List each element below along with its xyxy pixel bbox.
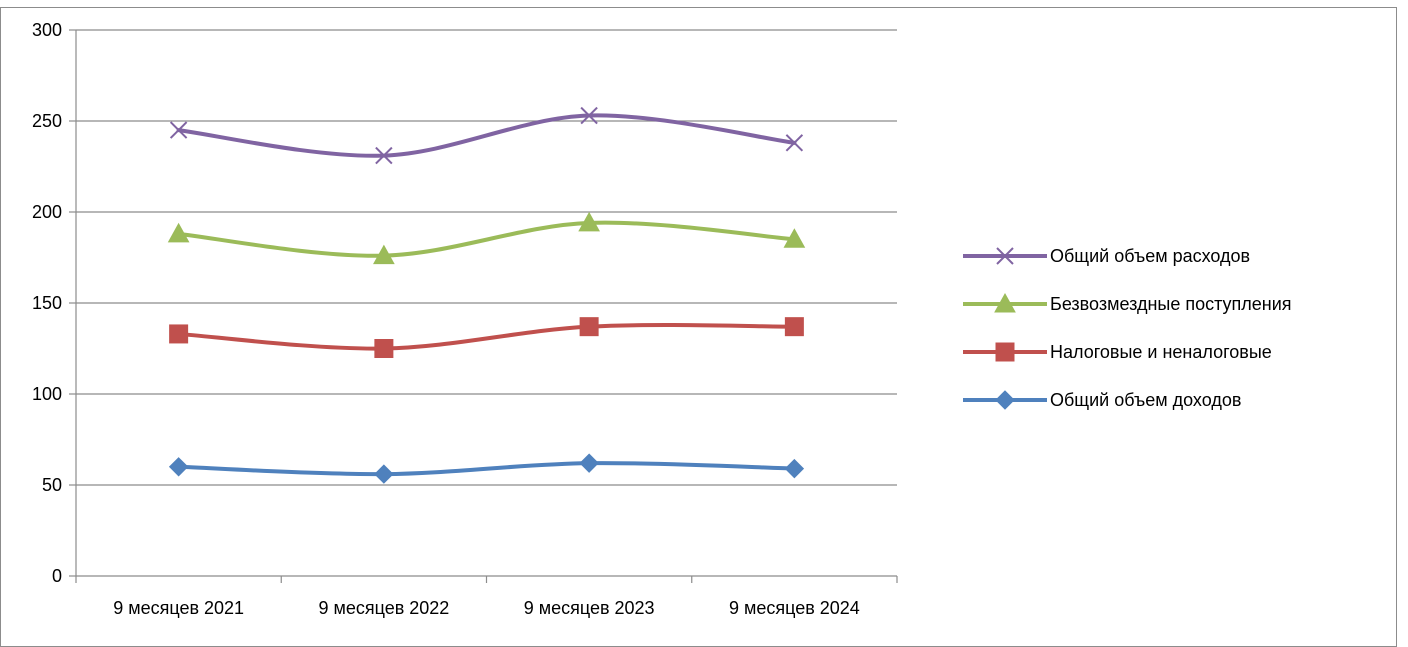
data-point bbox=[784, 458, 805, 479]
y-tick-label: 250 bbox=[32, 111, 62, 131]
y-tick-label: 0 bbox=[52, 566, 62, 586]
series-2 bbox=[169, 317, 804, 358]
legend-label: Общий объем доходов bbox=[1050, 390, 1241, 410]
data-point bbox=[169, 121, 188, 139]
series-line bbox=[176, 220, 797, 258]
y-tick-label: 100 bbox=[32, 384, 62, 404]
data-point bbox=[580, 106, 598, 125]
data-point bbox=[374, 464, 394, 484]
y-tick-label: 150 bbox=[32, 293, 62, 313]
gridlines bbox=[76, 29, 897, 486]
y-tick-label: 200 bbox=[32, 202, 62, 222]
x-tick-label: 9 месяцев 2022 bbox=[318, 598, 449, 618]
y-tick-label: 50 bbox=[42, 475, 62, 495]
data-point bbox=[375, 146, 393, 165]
data-point bbox=[167, 222, 190, 243]
series-0 bbox=[169, 106, 804, 165]
legend-label: Налоговые и неналоговые bbox=[1050, 342, 1272, 362]
legend-marker bbox=[994, 292, 1016, 313]
series-line bbox=[176, 323, 797, 351]
axes: 0 50 100 150 200 250 300 9 месяцев 2021 9 месяце… bbox=[32, 20, 898, 618]
series-line bbox=[176, 113, 797, 158]
data-point bbox=[169, 324, 189, 344]
data-point bbox=[578, 211, 600, 232]
legend-marker bbox=[995, 342, 1015, 362]
x-tick-label: 9 месяцев 2023 bbox=[524, 598, 655, 618]
legend-item: Общий объем расходов bbox=[963, 246, 1250, 266]
data-point bbox=[785, 134, 804, 152]
series-group bbox=[167, 106, 806, 484]
legend-item: Безвозмездные поступления bbox=[963, 292, 1292, 314]
legend-marker bbox=[995, 390, 1015, 410]
data-point bbox=[579, 317, 599, 337]
legend-marker bbox=[996, 247, 1014, 265]
data-point bbox=[579, 453, 599, 473]
data-point bbox=[374, 339, 394, 358]
y-tick-label: 300 bbox=[32, 20, 62, 40]
legend-item: Налоговые и неналоговые bbox=[963, 342, 1272, 362]
data-point bbox=[784, 317, 804, 337]
x-tick-label: 9 месяцев 2024 bbox=[729, 598, 860, 618]
legend-label: Общий объем расходов bbox=[1050, 246, 1250, 266]
series-line bbox=[176, 461, 797, 477]
data-point bbox=[783, 228, 806, 248]
data-point bbox=[168, 457, 189, 477]
series-3 bbox=[168, 453, 805, 484]
series-1 bbox=[167, 211, 806, 265]
x-tick-label: 9 месяцев 2021 bbox=[113, 598, 244, 618]
legend-item: Общий объем доходов bbox=[963, 390, 1241, 410]
legend-label: Безвозмездные поступления bbox=[1050, 294, 1292, 314]
data-point bbox=[373, 244, 395, 265]
legend: Общий объем расходов Безвозмездные поступ… bbox=[963, 246, 1292, 410]
